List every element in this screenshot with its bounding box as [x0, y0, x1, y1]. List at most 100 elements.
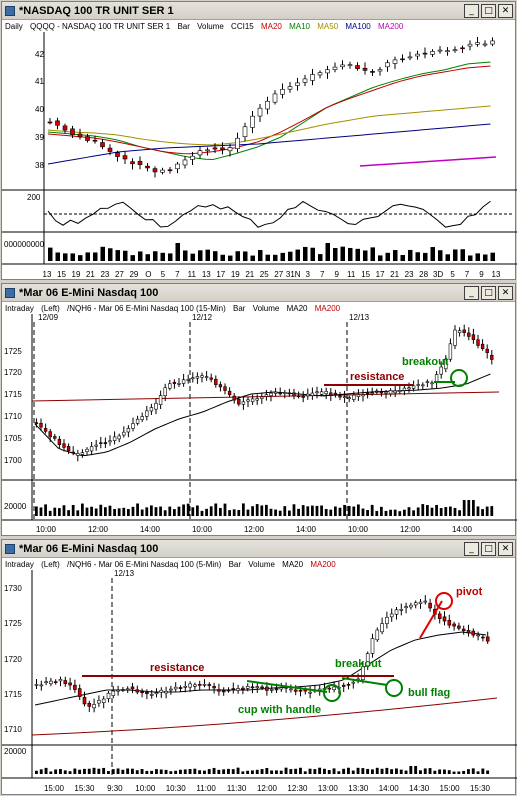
bull-flag-circle	[385, 679, 403, 697]
candle	[80, 452, 85, 455]
volume-bar	[260, 505, 264, 516]
volume-bar	[366, 510, 369, 516]
volume-bar	[378, 255, 383, 261]
breakout-annotation: breakout	[335, 658, 382, 670]
volume-bar	[333, 248, 338, 261]
intraday-5min-chart[interactable]: 12/13 1730 1725 1720 1715 1710 20000 res…	[2, 540, 517, 796]
volume-bar	[220, 254, 225, 261]
volume-bar	[289, 769, 293, 774]
candle	[212, 147, 218, 150]
volume-bar	[471, 768, 475, 774]
daily-chart[interactable]: 42 41 40 39 38 200 000000000 13 15 19 21 23 2…	[2, 2, 517, 281]
candle	[190, 155, 195, 160]
volume-bar	[467, 769, 470, 774]
volume-label: Volume	[248, 560, 275, 569]
candle	[48, 431, 52, 438]
candle	[55, 120, 60, 126]
title-bar[interactable]: *NASDAQ 100 TR UNIT SER 1 _ □ ✕	[2, 2, 515, 20]
volume-bar	[468, 255, 473, 261]
intraday-15min-chart[interactable]: 12/09 12/12 12/13 1725 1720 1715 1710 17…	[2, 284, 517, 537]
intraday-15min-window[interactable]: *Mar 06 E-Mini Nasdaq 100 _ □ ✕ Intraday…	[1, 283, 517, 537]
volume-bar	[159, 769, 163, 774]
candle	[430, 51, 435, 55]
volume-bar	[59, 769, 62, 774]
volume-bar	[299, 767, 302, 774]
minimize-button[interactable]: _	[464, 3, 479, 18]
volume-bar	[269, 508, 273, 516]
volume-bar	[278, 510, 282, 516]
price-tick-label: 38	[35, 161, 44, 170]
time-axis: 15:00 15:30 9:30 10:00 10:30 11:00 11:30 12:00 1…	[44, 784, 491, 793]
candle	[274, 688, 279, 691]
candle	[100, 142, 105, 148]
cup-handle-line	[246, 680, 328, 693]
chart-window-icon[interactable]	[5, 5, 15, 16]
bull-flag-annotation: bull flag	[408, 687, 450, 699]
candle	[62, 443, 66, 448]
intraday-5min-window[interactable]: *Mar 06 E-Mini Nasdaq 100 _ □ ✕ Intraday…	[1, 539, 517, 796]
axis-tick-label: 7	[320, 270, 325, 279]
volume-bar	[416, 507, 420, 516]
maximize-button[interactable]: □	[481, 541, 496, 556]
title-bar[interactable]: *Mar 06 E-Mini Nasdaq 100 _ □ ✕	[2, 284, 515, 302]
resistance-annotation: resistance	[350, 371, 404, 383]
volume-bar	[306, 506, 310, 516]
candle	[245, 685, 250, 689]
close-button[interactable]: ✕	[498, 541, 513, 556]
candle	[158, 395, 163, 405]
candle	[235, 137, 240, 150]
volume-bar	[200, 510, 204, 516]
volume-bar	[475, 253, 480, 261]
minimize-button[interactable]: _	[464, 541, 479, 556]
candle	[301, 396, 305, 398]
candle	[415, 53, 420, 57]
volume-bar	[398, 511, 402, 516]
chart-header: Intraday (Left) /NQH6 - Mar 06 E-Mini Na…	[5, 560, 341, 569]
axis-tick-label: 12:00	[244, 525, 265, 534]
resistance-annotation: resistance	[150, 662, 204, 674]
volume-bar	[255, 504, 259, 516]
maximize-button[interactable]: □	[481, 3, 496, 18]
title-bar[interactable]: *Mar 06 E-Mini Nasdaq 100 _ □ ✕	[2, 540, 515, 558]
volume-bar	[250, 255, 255, 261]
volume-bar	[255, 769, 259, 774]
volume-bar	[447, 770, 451, 774]
chart-window-icon[interactable]	[5, 543, 15, 554]
candle	[116, 689, 120, 692]
indicator-label: MA50	[317, 22, 339, 31]
volume-bar	[303, 246, 308, 261]
ma20-line	[34, 373, 491, 457]
candle	[159, 689, 164, 693]
window-title: *NASDAQ 100 TR UNIT SER 1	[19, 4, 174, 17]
candle	[140, 691, 144, 694]
candle	[362, 67, 368, 71]
candle	[68, 682, 72, 686]
volume-bar	[35, 506, 38, 516]
volume-bar	[71, 504, 75, 516]
volume-bar	[308, 768, 312, 774]
daily-chart-window[interactable]: *NASDAQ 100 TR UNIT SER 1 _ □ ✕ Daily QQ…	[1, 1, 517, 281]
pane-label: (Left)	[41, 560, 60, 569]
price-tick-label: 1715	[4, 390, 22, 399]
close-button[interactable]: ✕	[498, 285, 513, 300]
volume-bar	[265, 504, 268, 516]
axis-tick-label: 15:30	[470, 784, 491, 793]
candle	[241, 687, 245, 690]
price-tick-label: 1710	[4, 725, 22, 734]
volume-bar	[443, 769, 446, 774]
candle	[167, 169, 173, 172]
candle	[409, 604, 413, 608]
volume-bar	[385, 252, 390, 261]
candle	[44, 681, 48, 684]
volume-bar	[205, 249, 210, 261]
close-button[interactable]: ✕	[498, 3, 513, 18]
volume-bar	[39, 769, 43, 774]
maximize-button[interactable]: □	[481, 285, 496, 300]
candle	[365, 392, 370, 395]
candle	[293, 689, 298, 692]
minimize-button[interactable]: _	[464, 285, 479, 300]
volume-bar	[121, 769, 125, 774]
volume-bar	[198, 250, 203, 261]
chart-type-label: Bar	[177, 22, 190, 31]
chart-window-icon[interactable]	[5, 287, 15, 298]
